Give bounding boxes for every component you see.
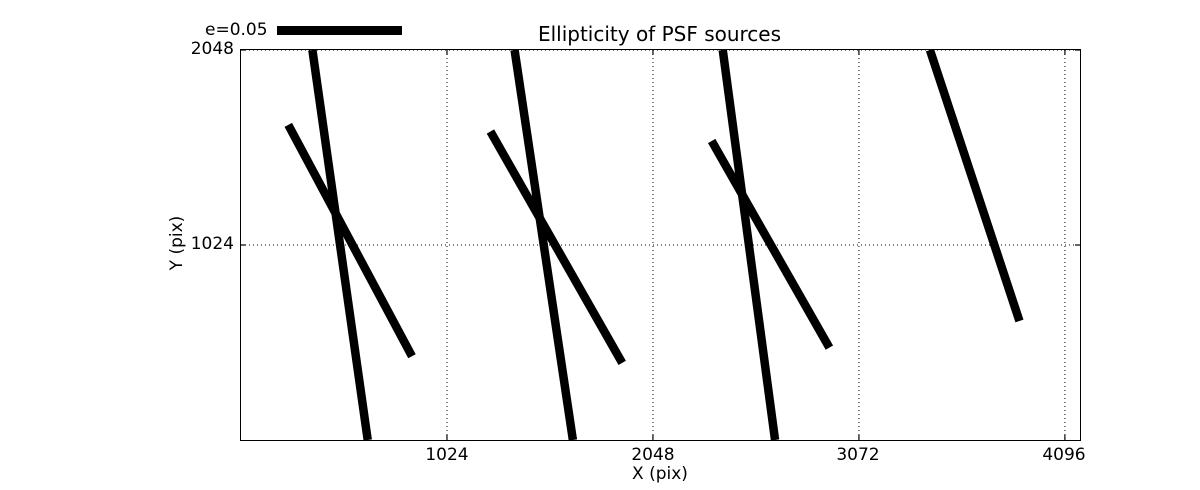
x-tick-label-2048: 2048: [631, 445, 675, 465]
x-axis-label: X (pix): [632, 464, 688, 484]
y-tick-label-1024: 1024: [190, 234, 234, 254]
y-tick-label-2048: 2048: [190, 39, 234, 59]
legend-label: e=0.05: [205, 20, 268, 40]
legend: e=0.05: [205, 20, 402, 40]
chart-title: Ellipticity of PSF sources: [537, 22, 782, 46]
x-tick-label-4096: 4096: [1042, 445, 1086, 465]
y-axis-label: Y (pix): [167, 215, 187, 271]
plot-area: [240, 49, 1081, 441]
legend-line-sample: [276, 25, 402, 35]
plot-svg: [241, 50, 1080, 440]
x-tick-label-3072: 3072: [836, 445, 880, 465]
x-tick-label-1024: 1024: [425, 445, 469, 465]
